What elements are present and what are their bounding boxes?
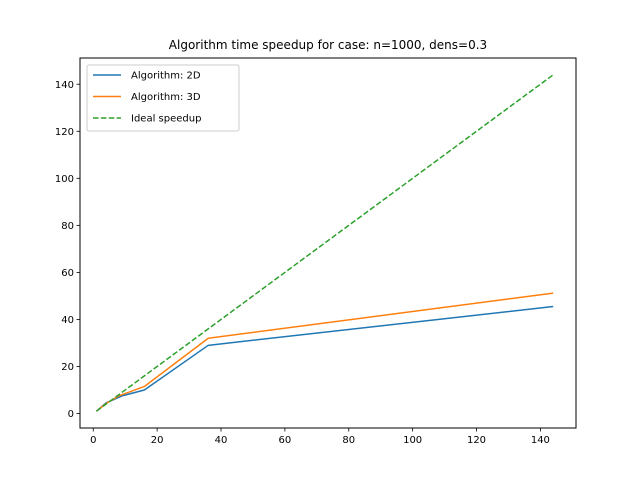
x-tick-label: 100 — [403, 435, 422, 446]
legend-label: Ideal speedup — [131, 114, 201, 125]
plot-series — [95, 74, 554, 412]
y-tick-label: 40 — [61, 315, 74, 326]
y-tick-label: 80 — [61, 221, 74, 232]
x-tick-label: 20 — [151, 435, 164, 446]
x-tick-label: 40 — [215, 435, 228, 446]
x-tick-label: 120 — [467, 435, 486, 446]
chart-title: Algorithm time speedup for case: n=1000,… — [169, 38, 487, 52]
x-axis: 0 20 40 60 80 100 120 140 — [90, 428, 550, 446]
legend-label: Algorithm: 2D — [131, 71, 201, 82]
x-tick-label: 0 — [90, 435, 96, 446]
series-line-3 — [96, 74, 554, 412]
x-tick-label: 80 — [342, 435, 355, 446]
legend-box — [86, 64, 240, 132]
x-tick-label: 60 — [279, 435, 292, 446]
y-tick-label: 120 — [55, 127, 74, 138]
y-axis: 0 20 40 60 80 100 120 140 — [55, 80, 80, 420]
y-tick-label: 20 — [61, 362, 74, 373]
y-tick-label: 60 — [61, 268, 74, 279]
plot-frame — [79, 57, 577, 429]
y-tick-label: 0 — [68, 409, 74, 420]
y-tick-label: 100 — [55, 174, 74, 185]
legend: Algorithm: 2D Algorithm: 3D Ideal speedup — [86, 64, 240, 132]
y-tick-label: 140 — [55, 80, 74, 91]
series-line-1 — [95, 305, 554, 412]
legend-label: Algorithm: 3D — [131, 92, 201, 103]
x-tick-label: 140 — [531, 435, 550, 446]
series-line-2 — [95, 292, 554, 412]
